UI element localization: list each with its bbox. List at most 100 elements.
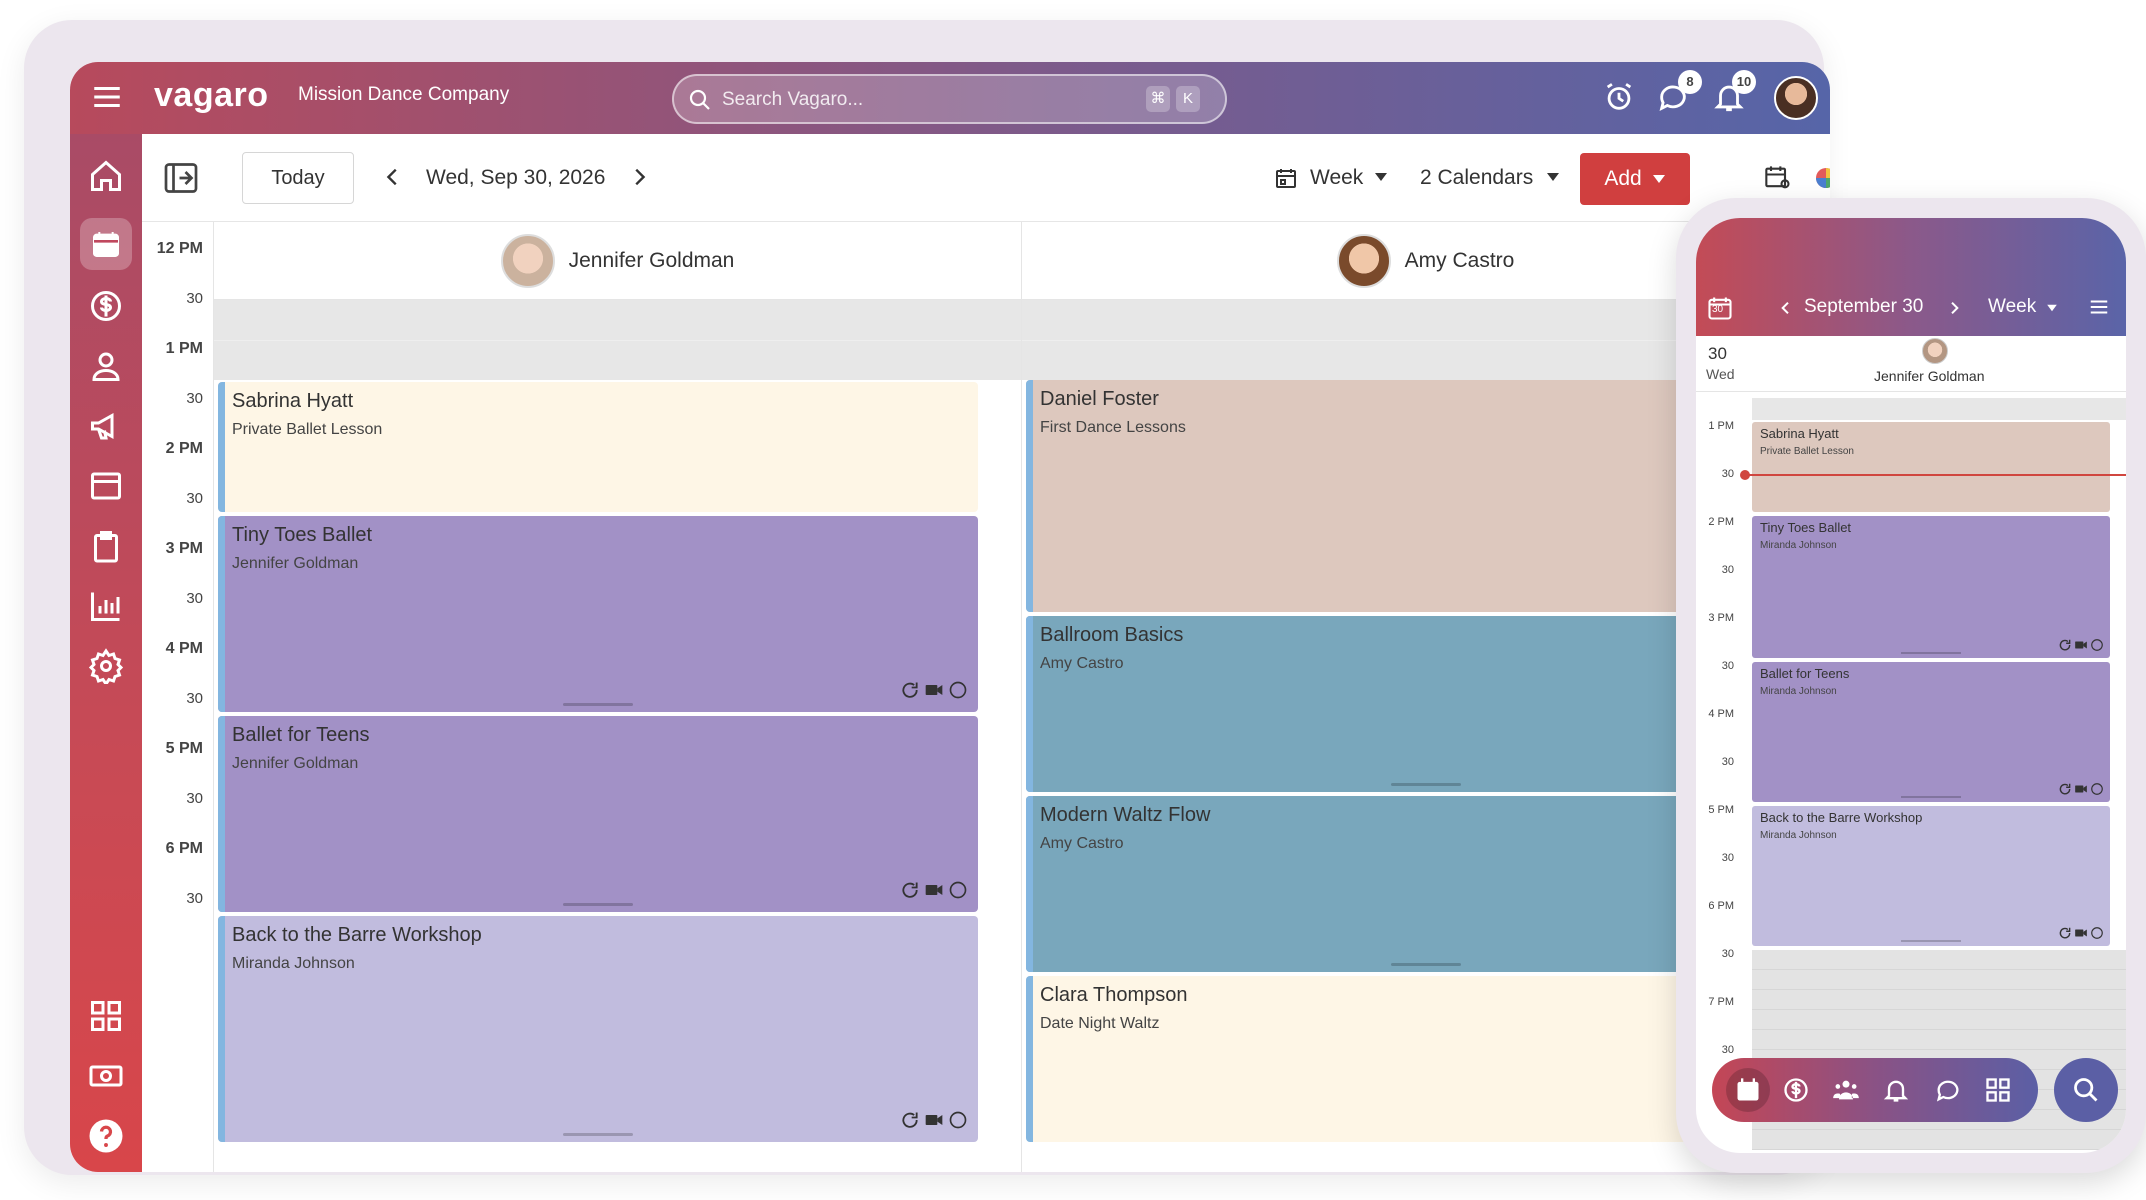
chevron-left-icon[interactable]: [382, 166, 404, 188]
resize-handle[interactable]: [1901, 940, 1961, 942]
video-icon: [2075, 641, 2087, 649]
calendar-icon[interactable]: [1726, 1068, 1770, 1112]
avatar[interactable]: [1774, 76, 1818, 120]
menu-icon[interactable]: [2088, 296, 2110, 318]
phone-screen: 30 September 30 Week 30 Wed Jennifer Gol…: [1696, 218, 2126, 1153]
chat-icon[interactable]: [1934, 1076, 1962, 1104]
calendars-select[interactable]: 2 Calendars: [1420, 166, 1534, 189]
appointment-flags: [900, 680, 968, 700]
appointment-title: Ballet for Teens: [232, 724, 370, 746]
appointment-subtitle: Miranda Johnson: [1760, 686, 1837, 697]
gear-icon[interactable]: [88, 648, 124, 684]
search-icon: [688, 88, 712, 112]
brand-logo[interactable]: vagaro: [154, 76, 269, 114]
staff-name: Jennifer Goldman: [568, 248, 735, 272]
color-picker-icon[interactable]: [1814, 166, 1830, 190]
search-placeholder: Search Vagaro...: [722, 89, 864, 110]
calendar-icon[interactable]: [1706, 294, 1734, 322]
duration-icon: [2091, 927, 2103, 939]
staff-header[interactable]: Amy Castro: [1022, 222, 1829, 300]
resize-handle[interactable]: [1901, 652, 1961, 654]
clipboard-icon[interactable]: [88, 528, 124, 564]
appointment-flags: [900, 1110, 968, 1130]
appointment-card[interactable]: Back to the Barre Workshop Miranda Johns…: [1752, 806, 2110, 946]
collapse-panel-icon[interactable]: [162, 160, 200, 196]
divider: [214, 340, 1021, 341]
time-label: 6 PM: [165, 840, 203, 857]
grid-icon[interactable]: [88, 998, 124, 1034]
appointment-card[interactable]: Tiny Toes Ballet Miranda Johnson: [1752, 516, 2110, 658]
appointment-title: Ballet for Teens: [1760, 666, 1850, 681]
time-label: 30: [1721, 756, 1734, 768]
dollar-icon[interactable]: [1782, 1076, 1810, 1104]
menu-icon[interactable]: [90, 80, 124, 114]
users-icon[interactable]: [1832, 1076, 1860, 1104]
bell-icon[interactable]: 10: [1712, 70, 1756, 114]
appointment-card[interactable]: Ballet for Teens Jennifer Goldman: [218, 716, 978, 912]
phone-view-select[interactable]: Week: [1988, 296, 2037, 317]
divider: [1022, 340, 1829, 341]
time-label: 5 PM: [165, 740, 203, 757]
calendar-icon[interactable]: [80, 218, 132, 270]
day-name: Wed: [1706, 366, 1735, 382]
time-label: 30: [1721, 564, 1734, 576]
appointment-subtitle: Date Night Waltz: [1040, 1015, 1160, 1032]
calendar-view-icon[interactable]: [1274, 166, 1298, 190]
time-label: 30: [1721, 660, 1734, 672]
home-icon[interactable]: [88, 158, 124, 194]
help-icon[interactable]: [88, 1118, 124, 1154]
appointment-bar: [218, 716, 225, 912]
day-number: 30: [1708, 344, 1727, 363]
grid-icon[interactable]: [1984, 1076, 2012, 1104]
caret-down-icon[interactable]: [1374, 172, 1388, 182]
caret-down-icon[interactable]: [2046, 304, 2058, 312]
staff-header[interactable]: Jennifer Goldman: [214, 222, 1021, 300]
resize-handle[interactable]: [1391, 783, 1461, 786]
search-icon[interactable]: [2054, 1058, 2118, 1122]
appointment-card[interactable]: Back to the Barre Workshop Miranda Johns…: [218, 916, 978, 1142]
today-button[interactable]: Today: [242, 152, 354, 204]
money-icon[interactable]: [88, 1058, 124, 1094]
resize-handle[interactable]: [563, 903, 633, 906]
resize-handle[interactable]: [1901, 796, 1961, 798]
view-select[interactable]: Week: [1310, 166, 1364, 189]
chevron-right-icon[interactable]: [1946, 300, 1962, 316]
duration-icon: [949, 681, 967, 699]
appointment-card[interactable]: Sabrina Hyatt Private Ballet Lesson: [218, 382, 978, 512]
chevron-left-icon[interactable]: [1778, 300, 1794, 316]
appointment-subtitle: Private Ballet Lesson: [232, 421, 383, 438]
dollar-icon[interactable]: [88, 288, 124, 324]
phone-header: 30 September 30 Week: [1696, 218, 2126, 336]
chat-icon[interactable]: 8: [1656, 70, 1702, 114]
calendar-settings-icon[interactable]: [1764, 164, 1792, 192]
chart-icon[interactable]: [88, 588, 124, 624]
add-button[interactable]: Add: [1580, 153, 1690, 205]
staff-name: Amy Castro: [1404, 248, 1515, 272]
resize-handle[interactable]: [563, 703, 633, 706]
repeat-icon: [902, 1112, 918, 1128]
appointment-card[interactable]: Sabrina Hyatt Private Ballet Lesson: [1752, 422, 2110, 512]
time-label: 3 PM: [165, 540, 203, 557]
browser-icon[interactable]: [88, 468, 124, 504]
current-time-line: [1744, 474, 2126, 476]
appointment-card[interactable]: Tiny Toes Ballet Jennifer Goldman: [218, 516, 978, 712]
caret-down-icon: [1652, 175, 1665, 183]
business-name[interactable]: Mission Dance Company: [298, 84, 510, 105]
appointment-bar: [1026, 380, 1033, 612]
current-date: Wed, Sep 30, 2026: [426, 166, 606, 189]
repeat-icon: [2059, 639, 2071, 651]
appointment-title: Tiny Toes Ballet: [1760, 520, 1852, 535]
caret-down-icon[interactable]: [1546, 172, 1560, 182]
appointment-card[interactable]: Ballet for Teens Miranda Johnson: [1752, 662, 2110, 802]
phone-month-label: September 30: [1804, 296, 1924, 317]
chevron-right-icon[interactable]: [628, 166, 650, 188]
search-input[interactable]: Search Vagaro... ⌘ K: [672, 74, 1227, 124]
bell-icon[interactable]: [1882, 1076, 1910, 1104]
time-label: 30: [1721, 468, 1734, 480]
megaphone-icon[interactable]: [88, 408, 124, 444]
resize-handle[interactable]: [563, 1133, 633, 1136]
time-label: 12 PM: [156, 240, 203, 257]
resize-handle[interactable]: [1391, 963, 1461, 966]
user-icon[interactable]: [88, 348, 124, 384]
alarm-clock-icon[interactable]: [1602, 80, 1636, 114]
